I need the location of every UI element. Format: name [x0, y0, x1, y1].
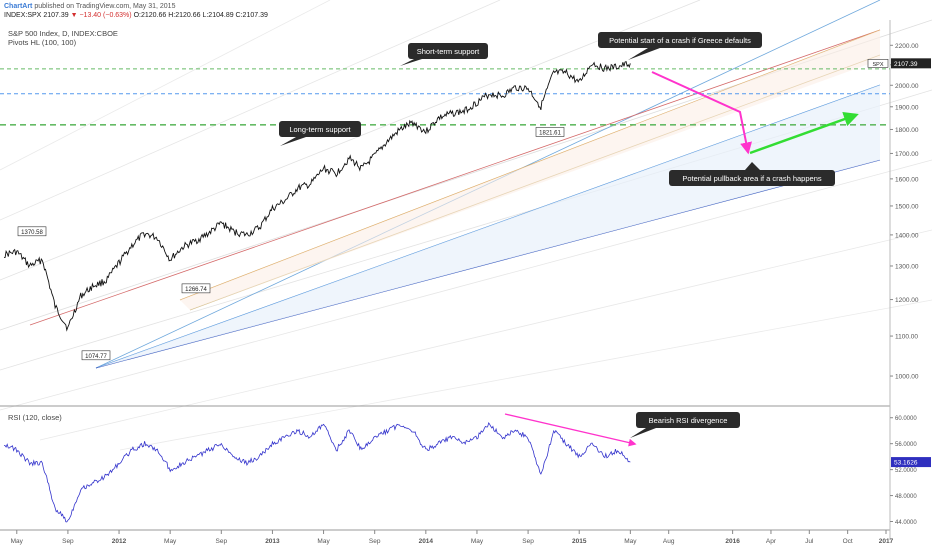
last-price-symbol-box	[867, 59, 889, 68]
crash-arrow	[651, 71, 753, 155]
y-tick-label: 1000.00	[895, 374, 919, 381]
y-tick-label: 2200.00	[895, 43, 919, 50]
x-tick-label: Apr	[766, 538, 777, 545]
callout-text: Long-term support	[289, 125, 351, 134]
channel-fill	[180, 30, 880, 310]
y-tick-label: 1200.00	[895, 297, 919, 304]
last-price-value: 2107.39	[894, 61, 918, 68]
y-tick-label: 2000.00	[895, 83, 919, 90]
rsi-last-value: 53.1626	[894, 460, 918, 467]
callout-box	[669, 170, 835, 186]
y-tick-label: 1100.00	[895, 334, 918, 341]
rsi-divergence-line	[504, 413, 637, 447]
x-tick-label: 2012	[112, 538, 127, 545]
callout-text: Bearish RSI divergence	[649, 416, 728, 425]
callout-pointer	[400, 59, 422, 66]
change-value: −13.40 (−0.63%)	[79, 12, 132, 19]
rsi-series-line	[3, 421, 631, 523]
pivot-value-box	[81, 350, 111, 361]
x-tick-label: 2014	[419, 538, 434, 545]
fan-line	[119, 299, 932, 451]
x-tick-label: May	[624, 538, 637, 545]
x-tick-label: 2017	[879, 538, 894, 545]
symbol-label: INDEX:SPX	[4, 12, 42, 19]
pivot-value-label: 1266.74	[185, 287, 207, 293]
callout-pointer	[630, 428, 656, 438]
callout-pointer	[280, 137, 306, 146]
fan-line	[0, 0, 501, 221]
x-tick-label: May	[317, 538, 330, 545]
y-tick-label: 1500.00	[895, 203, 919, 210]
y-tick-label: 1900.00	[895, 104, 919, 111]
callout-text: Short-term support	[417, 47, 480, 56]
last-price-tag	[891, 58, 931, 69]
price-series-line	[3, 60, 631, 332]
fan-line	[0, 0, 331, 171]
y-tick-label: 1600.00	[895, 176, 919, 183]
callout-pointer	[628, 48, 660, 60]
callout-box	[598, 32, 762, 48]
ohlc-values: O:2120.66 H:2120.66 L:2104.89 C:2107.39	[133, 12, 268, 19]
channel-fill	[96, 85, 880, 368]
pivot-value-label: 1821.61	[539, 130, 561, 136]
pivot-value-label: 1370.58	[21, 230, 43, 236]
x-tick-label: Aug	[663, 538, 675, 545]
pivot-value-label: 1074.77	[85, 354, 107, 360]
rsi-title: RSI (120, close)	[8, 413, 62, 422]
pivot-value-box	[17, 226, 47, 237]
fan-line	[0, 0, 701, 281]
y-tick-label: 1300.00	[895, 263, 919, 270]
indicator-label: Pivots HL (100, 100)	[8, 38, 77, 47]
last-price: 2107.39	[43, 12, 69, 19]
brand-link[interactable]: ChartArt	[4, 3, 33, 10]
rsi-y-tick-label: 44.0000	[895, 520, 917, 526]
x-tick-label: 2015	[572, 538, 587, 545]
callout-box	[279, 121, 361, 137]
y-tick-label: 1800.00	[895, 127, 919, 134]
callout-pointer	[745, 162, 760, 170]
callout-text: Potential pullback area if a crash happe…	[682, 174, 822, 183]
pivot-value-box	[181, 283, 211, 294]
callout-text: Potential start of a crash if Greece def…	[609, 36, 751, 45]
x-tick-label: 2013	[265, 538, 280, 545]
chart-title: S&P 500 Index, D, INDEX:CBOE	[8, 29, 118, 38]
fan-line	[39, 229, 932, 441]
x-tick-label: 2016	[725, 538, 740, 545]
x-tick-label: May	[11, 538, 24, 545]
x-tick-label: Oct	[843, 538, 853, 545]
x-tick-label: Sep	[522, 538, 534, 545]
callout-box	[636, 412, 740, 428]
pivot-value-box	[535, 127, 565, 137]
rsi-y-tick-label: 52.0000	[895, 468, 917, 474]
publish-header: ChartArt published on TradingView.com, M…	[4, 2, 175, 11]
quote-header: INDEX:SPX 2107.39 ▼ −13.40 (−0.63%) O:21…	[4, 11, 268, 20]
rebound-arrow	[749, 111, 859, 155]
x-tick-label: Sep	[62, 538, 74, 545]
callout-box	[408, 43, 488, 59]
rsi-y-tick-label: 60.0000	[895, 416, 917, 422]
x-tick-label: May	[471, 538, 484, 545]
x-tick-label: Jul	[805, 538, 814, 545]
x-tick-label: May	[164, 538, 177, 545]
x-tick-label: Sep	[369, 538, 381, 545]
x-tick-label: Sep	[216, 538, 228, 545]
y-tick-label: 1400.00	[895, 232, 919, 239]
y-tick-label: 1700.00	[895, 151, 919, 158]
change-down-icon: ▼	[70, 12, 78, 19]
rsi-y-tick-label: 48.0000	[895, 494, 917, 500]
publish-text: published on TradingView.com, May 31, 20…	[34, 3, 176, 10]
rsi-y-tick-label: 56.0000	[895, 442, 917, 448]
rsi-last-tag	[891, 457, 931, 468]
fan-line	[29, 29, 881, 326]
fan-line	[0, 159, 932, 411]
last-price-symbol: SPX	[872, 62, 883, 68]
